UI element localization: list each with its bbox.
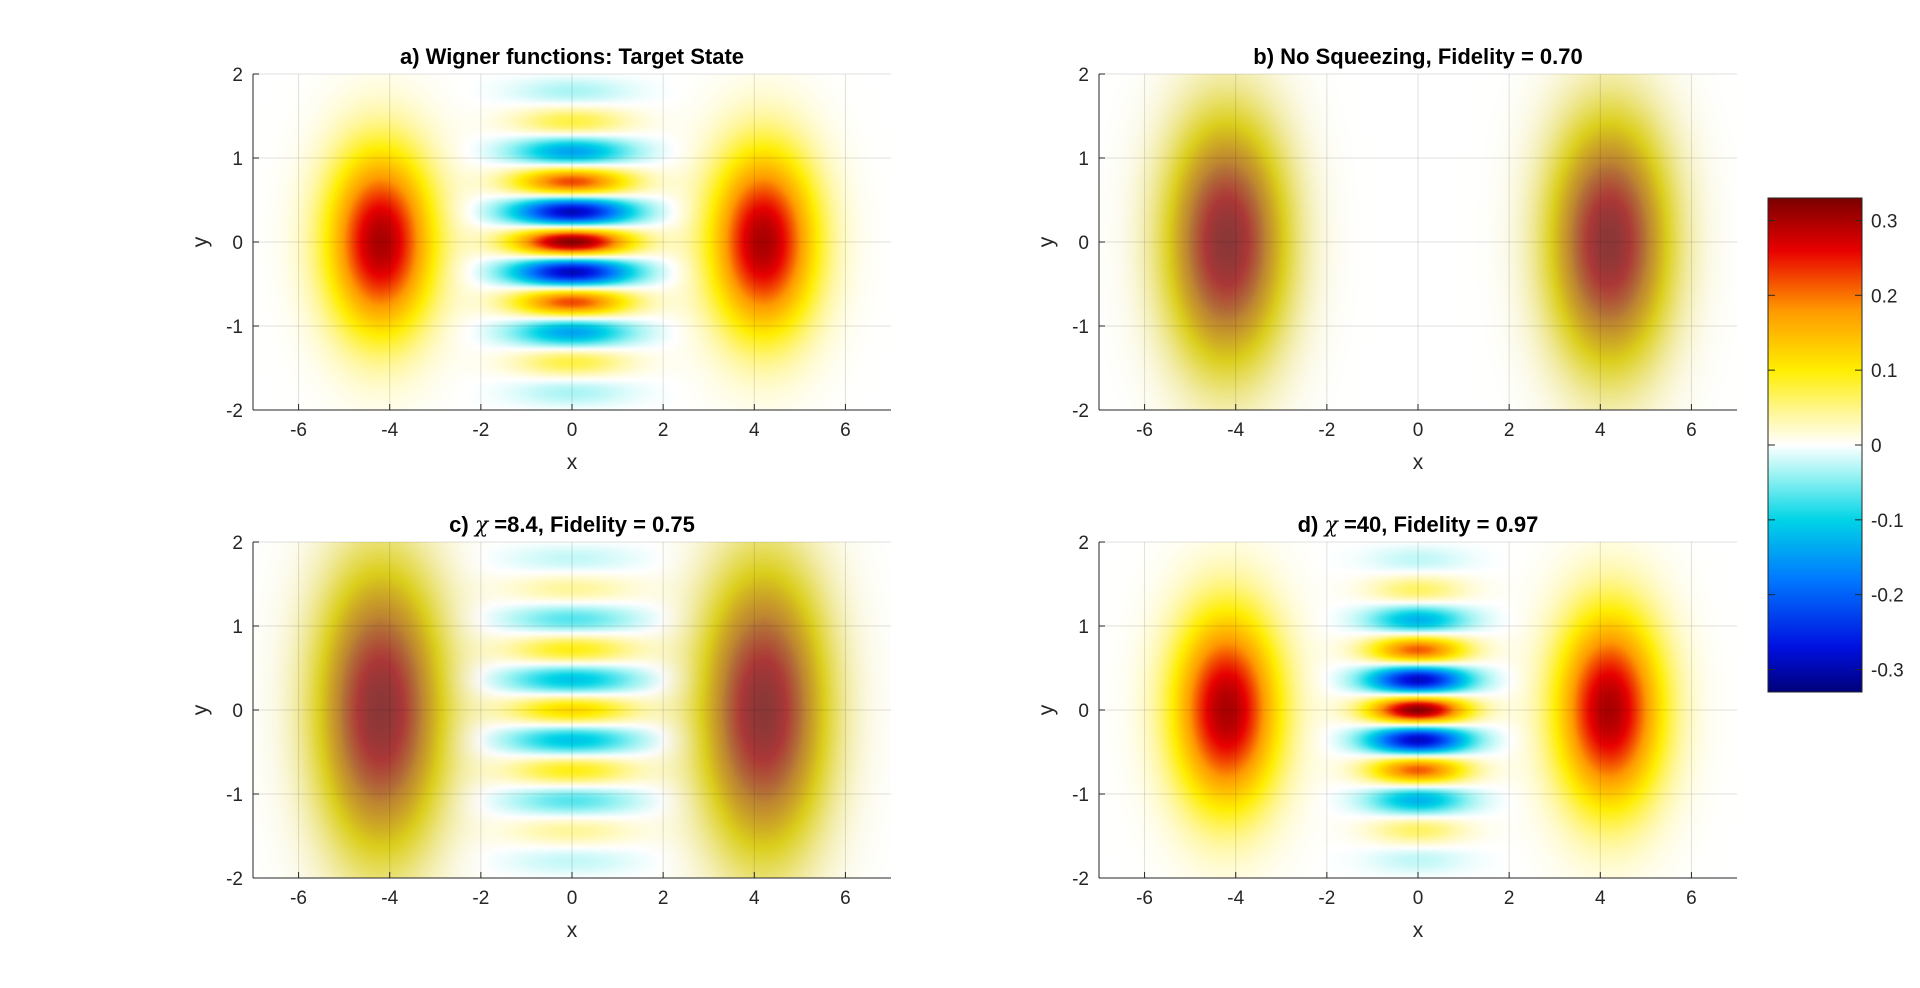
y-tick-label: -2 [226,401,243,422]
heatmap-image-c [253,542,891,878]
chart-title: a) Wigner functions: Target State [400,44,744,69]
y-tick-label: 0 [232,701,243,722]
x-tick-label: -4 [1227,888,1244,909]
colorbar-tick-label: -0.3 [1871,661,1904,682]
x-tick-label: -2 [472,888,489,909]
colorbar-tick-label: -0.1 [1871,511,1904,532]
chart-title: b) No Squeezing, Fidelity = 0.70 [1253,44,1582,69]
y-tick-label: 2 [232,533,243,554]
x-tick-label: -2 [1318,420,1335,441]
x-tick-label: -6 [1136,420,1153,441]
x-tick-label: 6 [1686,420,1697,441]
panel-d: -6 -4 -2 0 2 4 6 -2 -1 0 1 2 x y d) χ =40, Fidelity = … [1035,512,1737,942]
y-tick-label: 1 [1078,149,1089,170]
y-tick-label: -2 [226,869,243,890]
x-tick-label: 4 [1595,888,1606,909]
heatmap-image-a [253,74,891,410]
y-axis-label: y [1035,236,1058,247]
x-tick-label: -4 [381,888,398,909]
y-tick-label: 0 [1078,701,1089,722]
y-axis-label: y [1035,704,1058,715]
x-tick-label: 4 [749,420,760,441]
y-tick-label: 1 [1078,617,1089,638]
y-tick-label: 2 [1078,65,1089,86]
x-tick-label: -6 [290,420,307,441]
heatmap-image-d [1099,542,1737,878]
x-tick-label: 0 [567,888,578,909]
panels: -6 -4 -2 0 2 4 6 -2 -1 0 1 2 x y a) Wigner functions: … [189,44,1737,942]
y-tick-label: 0 [1078,233,1089,254]
y-tick-label: 1 [232,617,243,638]
x-tick-label: -6 [290,888,307,909]
y-tick-label: -2 [1072,869,1089,890]
y-axis-label: y [189,236,212,247]
heatmap-image-b [1099,74,1737,410]
chart-title: d) χ =40, Fidelity = 0.97 [1298,512,1539,538]
x-tick-label: -4 [381,420,398,441]
x-tick-label: 0 [1413,888,1424,909]
colorbar: 0.3 0.2 0.1 0 -0.1 -0.2 -0.3 [1767,197,1904,693]
x-tick-label: 6 [840,420,851,441]
colorbar-tick-label: 0.1 [1871,361,1897,382]
x-tick-label: -2 [472,420,489,441]
colorbar-tick-label: -0.2 [1871,586,1904,607]
panel-b: -6 -4 -2 0 2 4 6 -2 -1 0 1 2 x y b) No Squeezing, Fide… [1035,44,1737,474]
x-axis-label: x [1413,919,1424,942]
y-tick-label: -1 [1072,785,1089,806]
x-tick-label: 0 [567,420,578,441]
x-tick-label: 2 [1504,888,1515,909]
colorbar-gradient [1767,197,1863,693]
x-tick-label: 0 [1413,420,1424,441]
x-tick-label: 6 [1686,888,1697,909]
x-tick-label: 6 [840,888,851,909]
x-tick-label: 2 [658,888,669,909]
panel-a: -6 -4 -2 0 2 4 6 -2 -1 0 1 2 x y a) Wigner functions: … [189,44,891,474]
y-tick-label: -1 [226,317,243,338]
colorbar-tick-label: 0.3 [1871,211,1897,232]
x-tick-label: 4 [1595,420,1606,441]
x-tick-label: 4 [749,888,760,909]
y-tick-label: 0 [232,233,243,254]
y-tick-label: -2 [1072,401,1089,422]
y-tick-label: -1 [1072,317,1089,338]
chart-title: c) χ =8.4, Fidelity = 0.75 [449,512,695,538]
y-tick-label: 2 [232,65,243,86]
x-tick-label: -6 [1136,888,1153,909]
x-axis-label: x [567,919,578,942]
y-tick-label: -1 [226,785,243,806]
y-tick-label: 1 [232,149,243,170]
x-tick-label: -2 [1318,888,1335,909]
colorbar-tick-label: 0.2 [1871,286,1897,307]
x-axis-label: x [1413,451,1424,474]
y-tick-label: 2 [1078,533,1089,554]
colorbar-tick-label: 0 [1871,436,1882,457]
x-axis-label: x [567,451,578,474]
y-axis-label: y [189,704,212,715]
x-tick-label: 2 [1504,420,1515,441]
x-tick-label: -4 [1227,420,1244,441]
x-tick-label: 2 [658,420,669,441]
panel-c: -6 -4 -2 0 2 4 6 -2 -1 0 1 2 x y c) χ =8.4, Fidelity =… [189,512,891,942]
